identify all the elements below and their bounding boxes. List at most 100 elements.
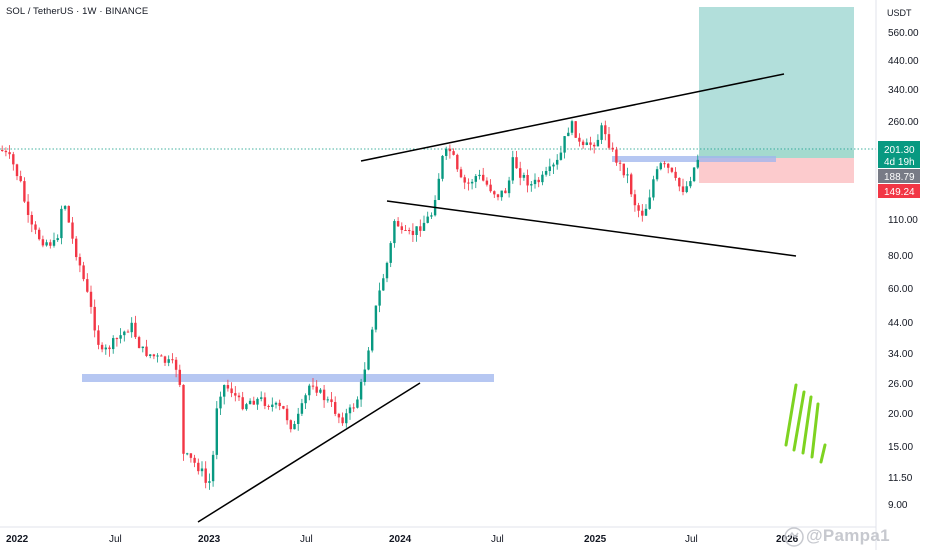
candle-body — [215, 408, 218, 455]
stop-price-tag: 149.24 — [878, 184, 920, 198]
candle-body — [119, 335, 122, 339]
time-label: 2026 — [776, 534, 799, 545]
candle-body — [596, 139, 600, 147]
price-tick: 9.00 — [888, 500, 908, 511]
candle-body — [15, 164, 19, 177]
candle-body — [426, 216, 429, 223]
candle-body — [482, 174, 485, 181]
candle-body — [274, 402, 278, 405]
candle-body — [470, 181, 474, 184]
candle-body — [411, 230, 415, 236]
candle-body — [248, 400, 252, 405]
candle-body — [97, 330, 100, 345]
price-axis[interactable]: 560.00 440.00 340.00 260.00 110.00 80.00… — [888, 28, 919, 511]
candle-body — [52, 240, 56, 246]
candle-body — [152, 354, 156, 357]
candle-body — [60, 208, 63, 239]
candle-body — [422, 222, 426, 231]
entry-price-value: 188.79 — [884, 172, 915, 183]
candle-body — [78, 257, 82, 266]
candle-body — [511, 157, 514, 181]
trendline-ascending-support[interactable] — [197, 382, 421, 523]
candle-body — [655, 169, 659, 180]
candle-body — [356, 399, 359, 408]
candle-body — [100, 344, 104, 350]
candle-body — [659, 163, 662, 170]
trendline-channel-lower[interactable] — [386, 200, 797, 257]
time-axis[interactable]: 2022 Jul 2023 Jul 2024 Jul 2025 Jul 2026 — [6, 534, 799, 545]
candle-body — [463, 177, 466, 183]
candle-body — [197, 462, 200, 472]
candle-body — [496, 194, 500, 198]
price-axis-unit: USDT — [887, 8, 912, 18]
candle-body — [23, 181, 26, 202]
candle-body — [663, 163, 666, 165]
candle-body — [593, 144, 596, 147]
candle-body — [378, 290, 381, 306]
candle-body — [522, 174, 526, 178]
candle-body — [297, 413, 300, 424]
candle-body — [526, 174, 529, 186]
price-tick: 34.00 — [888, 349, 913, 360]
price-tick: 340.00 — [888, 85, 919, 96]
candle-body — [404, 230, 407, 232]
candle-body — [600, 125, 603, 140]
candle-body — [137, 337, 141, 349]
symbol-title[interactable]: SOL / TetherUS · 1W · BINANCE — [6, 6, 149, 17]
time-label: 2022 — [6, 534, 29, 545]
price-tick: 110.00 — [888, 215, 918, 226]
candle-body — [389, 243, 392, 263]
candle-body — [12, 154, 15, 165]
time-label: Jul — [685, 534, 698, 545]
candle-body — [319, 389, 322, 393]
candle-body — [267, 405, 270, 408]
candle-body — [38, 229, 41, 240]
candle-body — [171, 359, 174, 361]
candle-body — [178, 369, 181, 385]
stop-zone[interactable] — [699, 158, 854, 183]
candle-body — [374, 305, 378, 330]
candle-body — [145, 346, 148, 356]
candle-body — [34, 224, 37, 230]
candle-body — [241, 397, 244, 410]
candle-body — [415, 226, 418, 236]
candle-body — [19, 176, 22, 182]
candle-body — [367, 350, 370, 370]
candle-body — [263, 397, 267, 406]
candle-body — [300, 403, 304, 414]
candle-body — [71, 222, 74, 239]
candle-body — [474, 176, 477, 182]
candle-body — [574, 121, 577, 138]
candle-body — [4, 150, 8, 153]
target-zone[interactable] — [699, 7, 854, 150]
price-tick: 44.00 — [888, 318, 913, 329]
candle-body — [256, 398, 259, 405]
support-band-lower[interactable] — [82, 374, 494, 382]
candle-body — [430, 215, 433, 217]
candle-body — [237, 395, 241, 398]
candle-body — [507, 180, 511, 194]
trendline-channel-upper[interactable] — [360, 73, 785, 162]
candle-body — [633, 194, 637, 206]
candle-body — [559, 152, 563, 160]
candle-body — [174, 359, 178, 370]
candle-body — [149, 354, 152, 356]
price-tick: 440.00 — [888, 56, 919, 67]
candle-body — [86, 279, 89, 292]
candle-body — [652, 179, 655, 198]
candle-body — [685, 186, 688, 193]
candle-body — [219, 396, 222, 409]
candle-body — [615, 149, 618, 163]
price-tick: 60.00 — [888, 284, 913, 295]
price-tick: 20.00 — [888, 409, 913, 420]
support-band-upper[interactable] — [612, 156, 776, 162]
entry-price-tag: 188.79 — [878, 169, 920, 183]
candle-body — [563, 136, 566, 153]
candle-body — [322, 389, 326, 401]
candle-body — [304, 395, 307, 404]
candle-body — [245, 404, 248, 410]
candle-body — [585, 142, 588, 146]
candle-body — [544, 171, 548, 175]
candle-body — [674, 171, 677, 178]
